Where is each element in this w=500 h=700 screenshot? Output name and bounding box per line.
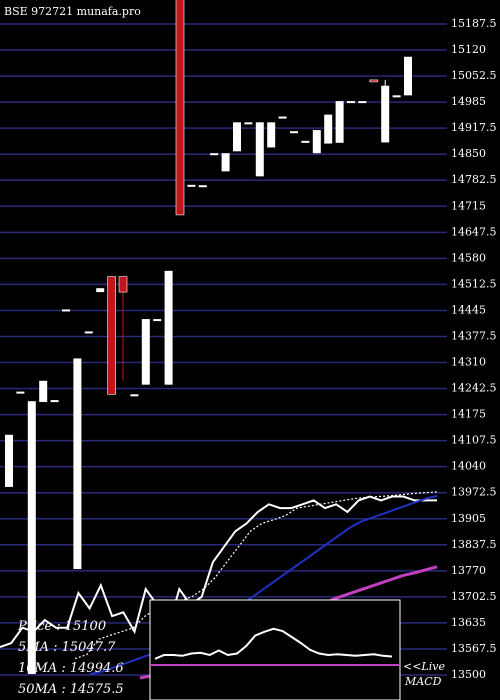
y-tick-label: 13770 <box>451 564 486 577</box>
candle-body <box>164 270 173 385</box>
ma50-label: 50MA : 14575.5 <box>18 682 124 697</box>
candle-body <box>16 391 25 394</box>
ma10-label: 10MA : 14994.6 <box>18 661 124 676</box>
candle-body <box>141 319 150 385</box>
macd-box <box>149 599 401 700</box>
y-tick-label: 14310 <box>451 356 486 369</box>
candle-body <box>118 276 128 293</box>
candle-body <box>130 394 139 397</box>
candle-body <box>84 331 93 334</box>
y-tick-label: 14647.5 <box>451 225 497 238</box>
chart-title: BSE 972721 munafa.pro <box>4 5 141 18</box>
candle-body <box>27 401 36 674</box>
candle-body <box>267 122 276 148</box>
candle-body <box>5 434 13 487</box>
5ma-line <box>0 495 437 648</box>
candle-body <box>335 101 344 143</box>
10ma-line <box>89 494 438 675</box>
candle-body <box>221 153 230 172</box>
candle-body <box>369 79 379 83</box>
candle-body <box>233 122 241 152</box>
candle-body <box>324 114 333 144</box>
candles <box>5 0 412 674</box>
y-tick-label: 15187.5 <box>451 17 497 30</box>
candle-body <box>358 101 367 104</box>
y-axis-tick-labels: 15187.5 15120 15052.5 14985 14917.5 14850 1478… <box>451 17 497 681</box>
y-tick-label: 14512.5 <box>451 277 497 290</box>
y-tick-label: 14445 <box>451 303 486 316</box>
candle-body <box>210 153 219 156</box>
y-tick-label: 14580 <box>451 251 486 264</box>
candle-body <box>198 185 207 188</box>
candle-body <box>73 358 82 570</box>
candle-body <box>96 288 105 293</box>
y-tick-label: 14850 <box>451 147 486 160</box>
macd-label-name: MACD <box>404 675 442 688</box>
y-tick-label: 14242.5 <box>451 382 497 395</box>
y-tick-label: 13635 <box>451 616 486 629</box>
y-tick-label: 13837.5 <box>451 538 497 551</box>
candle-body <box>255 122 264 177</box>
candle-body <box>175 0 185 216</box>
ma5-label: 5MA : 15047.7 <box>18 640 116 655</box>
candle-body <box>381 85 390 143</box>
candle-body <box>153 319 162 322</box>
info-box: Price : 15100 5MA : 15047.7 10MA : 14994… <box>17 619 124 697</box>
candle-body <box>50 400 59 403</box>
candle-body <box>312 130 321 154</box>
candle-body <box>278 116 287 119</box>
y-tick-label: 15120 <box>451 43 486 56</box>
candle-body <box>301 140 310 143</box>
candle-body <box>244 122 253 125</box>
y-tick-label: 13702.5 <box>451 590 497 603</box>
macd-label-live: <<Live <box>403 660 445 673</box>
y-tick-label: 14917.5 <box>451 121 497 134</box>
macd-panel <box>149 599 401 700</box>
y-tick-label: 14107.5 <box>451 434 497 447</box>
y-tick-label: 14175 <box>451 408 486 421</box>
y-tick-label: 13905 <box>451 512 486 525</box>
candle-body <box>187 184 196 187</box>
y-tick-label: 14040 <box>451 460 486 473</box>
candle-body <box>62 309 70 312</box>
y-tick-label: 14782.5 <box>451 173 497 186</box>
candle-body <box>290 131 298 134</box>
candle-body <box>392 95 401 98</box>
y-tick-label: 14715 <box>451 199 486 212</box>
y-tick-label: 14377.5 <box>451 329 497 342</box>
macd-line <box>154 627 393 660</box>
candle-body <box>404 56 412 96</box>
y-tick-label: 13500 <box>451 668 486 681</box>
y-tick-label: 14985 <box>451 95 486 108</box>
candle-body <box>39 380 48 403</box>
y-tick-label: 15052.5 <box>451 69 497 82</box>
y-tick-label: 13567.5 <box>451 642 497 655</box>
grid-lines <box>0 23 447 676</box>
candle-body <box>347 101 355 104</box>
price-label: Price : 15100 <box>17 619 106 634</box>
20ma-line <box>74 491 438 660</box>
y-tick-label: 13972.5 <box>451 486 497 499</box>
candle-body <box>107 276 116 395</box>
